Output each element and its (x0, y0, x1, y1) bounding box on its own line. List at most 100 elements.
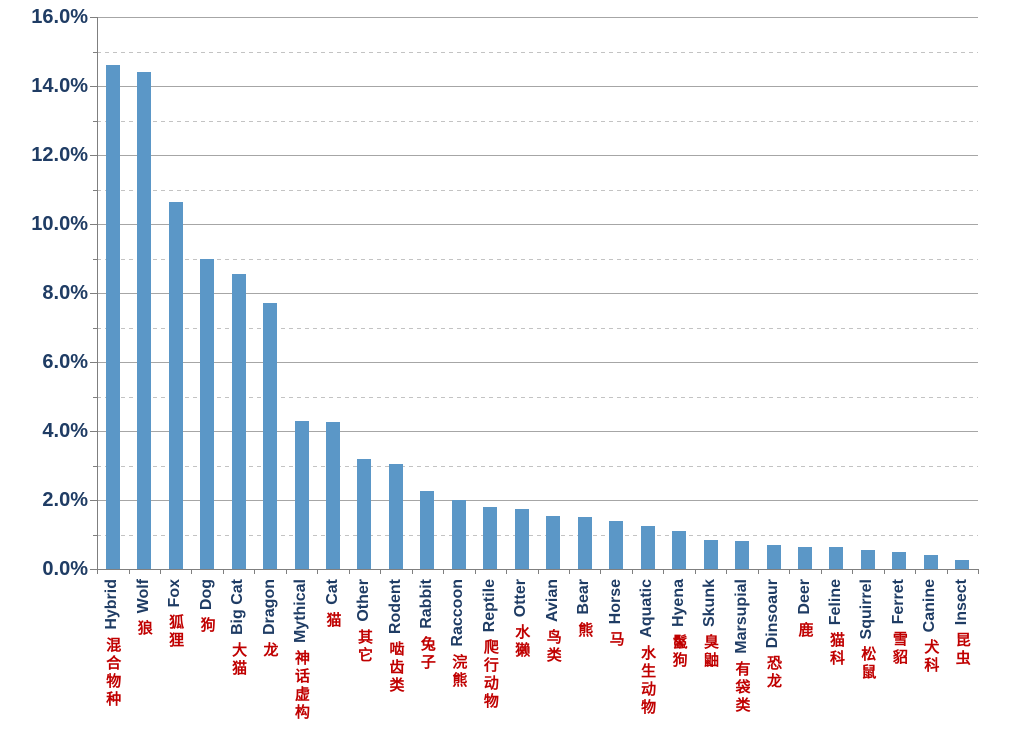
x-tick (159, 569, 161, 574)
x-tick (600, 569, 602, 574)
category-label-zh: 松鼠 (859, 646, 877, 683)
x-tick (443, 569, 445, 574)
category-label: Big Cat 大猫 (221, 579, 257, 678)
bar (483, 506, 498, 569)
y-tick (93, 327, 97, 329)
bar (546, 515, 561, 569)
category-label-en: Horse (606, 579, 624, 625)
y-axis-label: 4.0% (42, 420, 88, 442)
category-label-en: Skunk (701, 579, 719, 628)
category-label: Deer 鹿 (787, 579, 823, 640)
y-axis-label: 8.0% (42, 282, 88, 304)
y-tick (90, 293, 97, 294)
bar (797, 546, 812, 569)
category-label-zh: 混合物种 (104, 636, 122, 709)
y-tick (90, 569, 97, 570)
x-tick (254, 569, 256, 574)
category-label-zh: 犬科 (922, 639, 940, 676)
category-label-en: Rodent (386, 579, 404, 635)
category-label-zh: 猫 (324, 611, 342, 630)
bar (766, 544, 781, 569)
bar (451, 500, 466, 569)
category-label: Skunk 臭鼬 (693, 579, 729, 670)
gridline-minor (97, 258, 978, 260)
category-label: Dinsoaur 恐龙 (756, 579, 792, 691)
category-label: Horse 马 (598, 579, 634, 649)
category-label-en: Big Cat (229, 579, 247, 635)
category-label-en: Dinsoaur (764, 579, 782, 649)
category-label: Wolf 狼 (127, 579, 163, 638)
y-tick (93, 396, 97, 398)
category-label: Hyena 鬣狗 (661, 579, 697, 670)
category-label: Bear 熊 (567, 579, 603, 640)
y-tick (90, 224, 97, 225)
category-label: Reptile 爬行动物 (473, 579, 509, 711)
category-label: Rabbit 兔子 (410, 579, 446, 672)
category-label: Avian 鸟类 (536, 579, 572, 665)
category-label-en: Squirrel (858, 579, 876, 640)
bar (168, 201, 183, 569)
category-label-en: Hybrid (103, 579, 121, 630)
category-label: Cat 猫 (315, 579, 351, 630)
category-label: Rodent 啮齿类 (378, 579, 414, 695)
y-axis-label: 6.0% (42, 351, 88, 373)
category-label: Insect 昆虫 (945, 579, 981, 668)
y-tick (93, 189, 97, 191)
category-label-zh: 恐龙 (765, 655, 783, 692)
y-tick (90, 86, 97, 87)
category-label-en: Feline (827, 579, 845, 626)
category-label-en: Deer (795, 579, 813, 615)
category-label: Hybrid 混合物种 (95, 579, 131, 709)
x-tick (380, 569, 382, 574)
category-label-en: Hyena (669, 579, 687, 628)
gridline-minor (97, 120, 978, 122)
category-label-en: Rabbit (417, 579, 435, 629)
y-tick (90, 362, 97, 363)
category-label-zh: 马 (607, 631, 625, 650)
bar (231, 274, 246, 569)
gridline-major (97, 86, 978, 87)
category-label-zh: 兔子 (418, 635, 436, 672)
category-label: Other 其它 (347, 579, 383, 665)
category-label: Dragon 龙 (252, 579, 288, 660)
category-label-zh: 鸟类 (544, 628, 562, 665)
category-label: Mythical 神话虚构 (284, 579, 320, 722)
category-label-zh: 鬣狗 (670, 634, 688, 671)
gridline-minor (97, 465, 978, 467)
category-label-en: Bear (575, 579, 593, 615)
category-label: Fox 狐狸 (158, 579, 194, 650)
category-label-en: Aquatic (638, 579, 656, 638)
category-label-zh: 臭鼬 (702, 634, 720, 671)
x-tick (569, 569, 570, 574)
category-label: Squirrel 松鼠 (850, 579, 886, 682)
x-tick (978, 569, 979, 574)
category-label-zh: 爬行动物 (481, 639, 499, 712)
category-label-en: Wolf (134, 579, 152, 614)
x-tick (631, 569, 633, 574)
bar (357, 458, 372, 569)
category-label-zh: 浣熊 (450, 653, 468, 690)
bar (420, 491, 435, 569)
category-label-en: Ferret (889, 579, 907, 625)
category-label-en: Other (355, 579, 373, 622)
category-label: Otter 水獭 (504, 579, 540, 660)
gridline-minor (97, 327, 978, 329)
y-tick (90, 17, 97, 18)
category-label-zh: 有袋类 (733, 660, 751, 715)
bar (923, 555, 938, 569)
bar (105, 65, 120, 569)
y-tick (93, 465, 97, 467)
category-label-en: Raccoon (449, 579, 467, 647)
category-label-zh: 熊 (576, 621, 594, 640)
category-label-zh: 猫科 (827, 632, 845, 669)
x-tick (915, 569, 917, 574)
gridline-major (97, 362, 978, 363)
category-label-zh: 狐狸 (167, 614, 185, 651)
x-tick (285, 569, 287, 574)
y-axis-label: 0.0% (42, 558, 88, 580)
y-axis-line (97, 17, 98, 569)
category-label-zh: 啮齿类 (387, 641, 405, 696)
gridline-major (97, 224, 978, 225)
bar (640, 525, 655, 569)
